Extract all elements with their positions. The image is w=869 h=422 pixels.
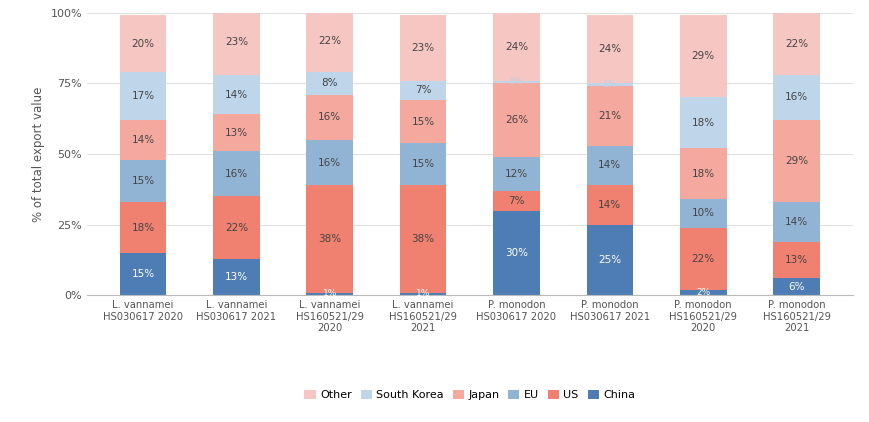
Y-axis label: % of total export value: % of total export value — [32, 87, 45, 222]
Text: 15%: 15% — [131, 176, 155, 186]
Text: 38%: 38% — [411, 234, 434, 244]
Text: 30%: 30% — [504, 248, 527, 258]
Bar — [679, 149, 726, 199]
Bar — [679, 227, 726, 290]
Bar — [400, 81, 446, 100]
Bar — [213, 75, 260, 114]
Bar — [586, 16, 633, 84]
Bar — [773, 13, 819, 75]
Bar — [306, 185, 353, 292]
Text: 14%: 14% — [131, 135, 155, 145]
Text: 13%: 13% — [224, 128, 248, 138]
Text: 17%: 17% — [131, 91, 155, 101]
Bar — [586, 146, 633, 185]
Bar — [213, 259, 260, 295]
Bar — [306, 72, 353, 95]
Text: 14%: 14% — [598, 200, 620, 210]
Bar — [400, 185, 446, 292]
Bar — [120, 253, 166, 295]
Text: 24%: 24% — [598, 44, 620, 54]
Text: 14%: 14% — [784, 217, 807, 227]
Text: 20%: 20% — [131, 39, 155, 49]
Bar — [773, 75, 819, 120]
Bar — [400, 143, 446, 185]
Text: 7%: 7% — [507, 196, 524, 206]
Bar — [306, 10, 353, 72]
Text: 26%: 26% — [504, 115, 527, 125]
Bar — [773, 279, 819, 295]
Bar — [493, 13, 539, 81]
Bar — [586, 225, 633, 295]
Text: 16%: 16% — [318, 157, 341, 168]
Bar — [679, 199, 726, 227]
Legend: Other, South Korea, Japan, EU, US, China: Other, South Korea, Japan, EU, US, China — [300, 386, 639, 405]
Text: 18%: 18% — [131, 222, 155, 233]
Bar — [213, 114, 260, 151]
Bar — [493, 81, 539, 84]
Text: 2%: 2% — [695, 288, 709, 297]
Text: 22%: 22% — [224, 222, 248, 233]
Text: 22%: 22% — [784, 39, 807, 49]
Text: 22%: 22% — [691, 254, 714, 264]
Bar — [120, 72, 166, 120]
Bar — [400, 16, 446, 81]
Text: 18%: 18% — [691, 169, 714, 179]
Bar — [493, 191, 539, 211]
Bar — [120, 202, 166, 253]
Text: 25%: 25% — [598, 255, 620, 265]
Text: 14%: 14% — [598, 160, 620, 170]
Bar — [120, 120, 166, 160]
Text: 18%: 18% — [691, 118, 714, 128]
Text: 12%: 12% — [504, 169, 527, 179]
Text: 15%: 15% — [411, 116, 434, 127]
Bar — [400, 292, 446, 295]
Text: 29%: 29% — [784, 156, 807, 166]
Bar — [679, 290, 726, 295]
Text: 13%: 13% — [784, 255, 807, 265]
Text: 8%: 8% — [322, 78, 338, 88]
Bar — [306, 292, 353, 295]
Bar — [493, 157, 539, 191]
Text: 1%: 1% — [415, 289, 430, 298]
Text: 15%: 15% — [131, 269, 155, 279]
Bar — [213, 196, 260, 259]
Bar — [773, 202, 819, 242]
Bar — [213, 10, 260, 75]
Text: 24%: 24% — [504, 42, 527, 51]
Text: 21%: 21% — [598, 111, 620, 121]
Text: 22%: 22% — [318, 36, 341, 46]
Text: 14%: 14% — [224, 89, 248, 100]
Text: 38%: 38% — [318, 234, 341, 244]
Bar — [586, 84, 633, 86]
Bar — [213, 151, 260, 196]
Text: 15%: 15% — [411, 159, 434, 169]
Text: 13%: 13% — [224, 272, 248, 282]
Bar — [306, 95, 353, 140]
Bar — [679, 97, 726, 149]
Text: 1%: 1% — [508, 77, 523, 87]
Text: 6%: 6% — [787, 282, 804, 292]
Text: 29%: 29% — [691, 51, 714, 62]
Text: 23%: 23% — [224, 38, 248, 47]
Bar — [773, 242, 819, 279]
Bar — [586, 185, 633, 225]
Text: 23%: 23% — [411, 43, 434, 53]
Bar — [306, 140, 353, 185]
Text: 16%: 16% — [318, 112, 341, 122]
Text: 16%: 16% — [784, 92, 807, 103]
Bar — [493, 211, 539, 295]
Text: 1%: 1% — [602, 80, 616, 89]
Text: 7%: 7% — [415, 85, 431, 95]
Bar — [400, 100, 446, 143]
Bar — [493, 84, 539, 157]
Text: 10%: 10% — [691, 208, 714, 219]
Bar — [586, 86, 633, 146]
Text: 1%: 1% — [322, 289, 336, 298]
Bar — [773, 120, 819, 202]
Bar — [120, 16, 166, 72]
Bar — [120, 160, 166, 202]
Text: 16%: 16% — [224, 169, 248, 179]
Bar — [679, 16, 726, 97]
